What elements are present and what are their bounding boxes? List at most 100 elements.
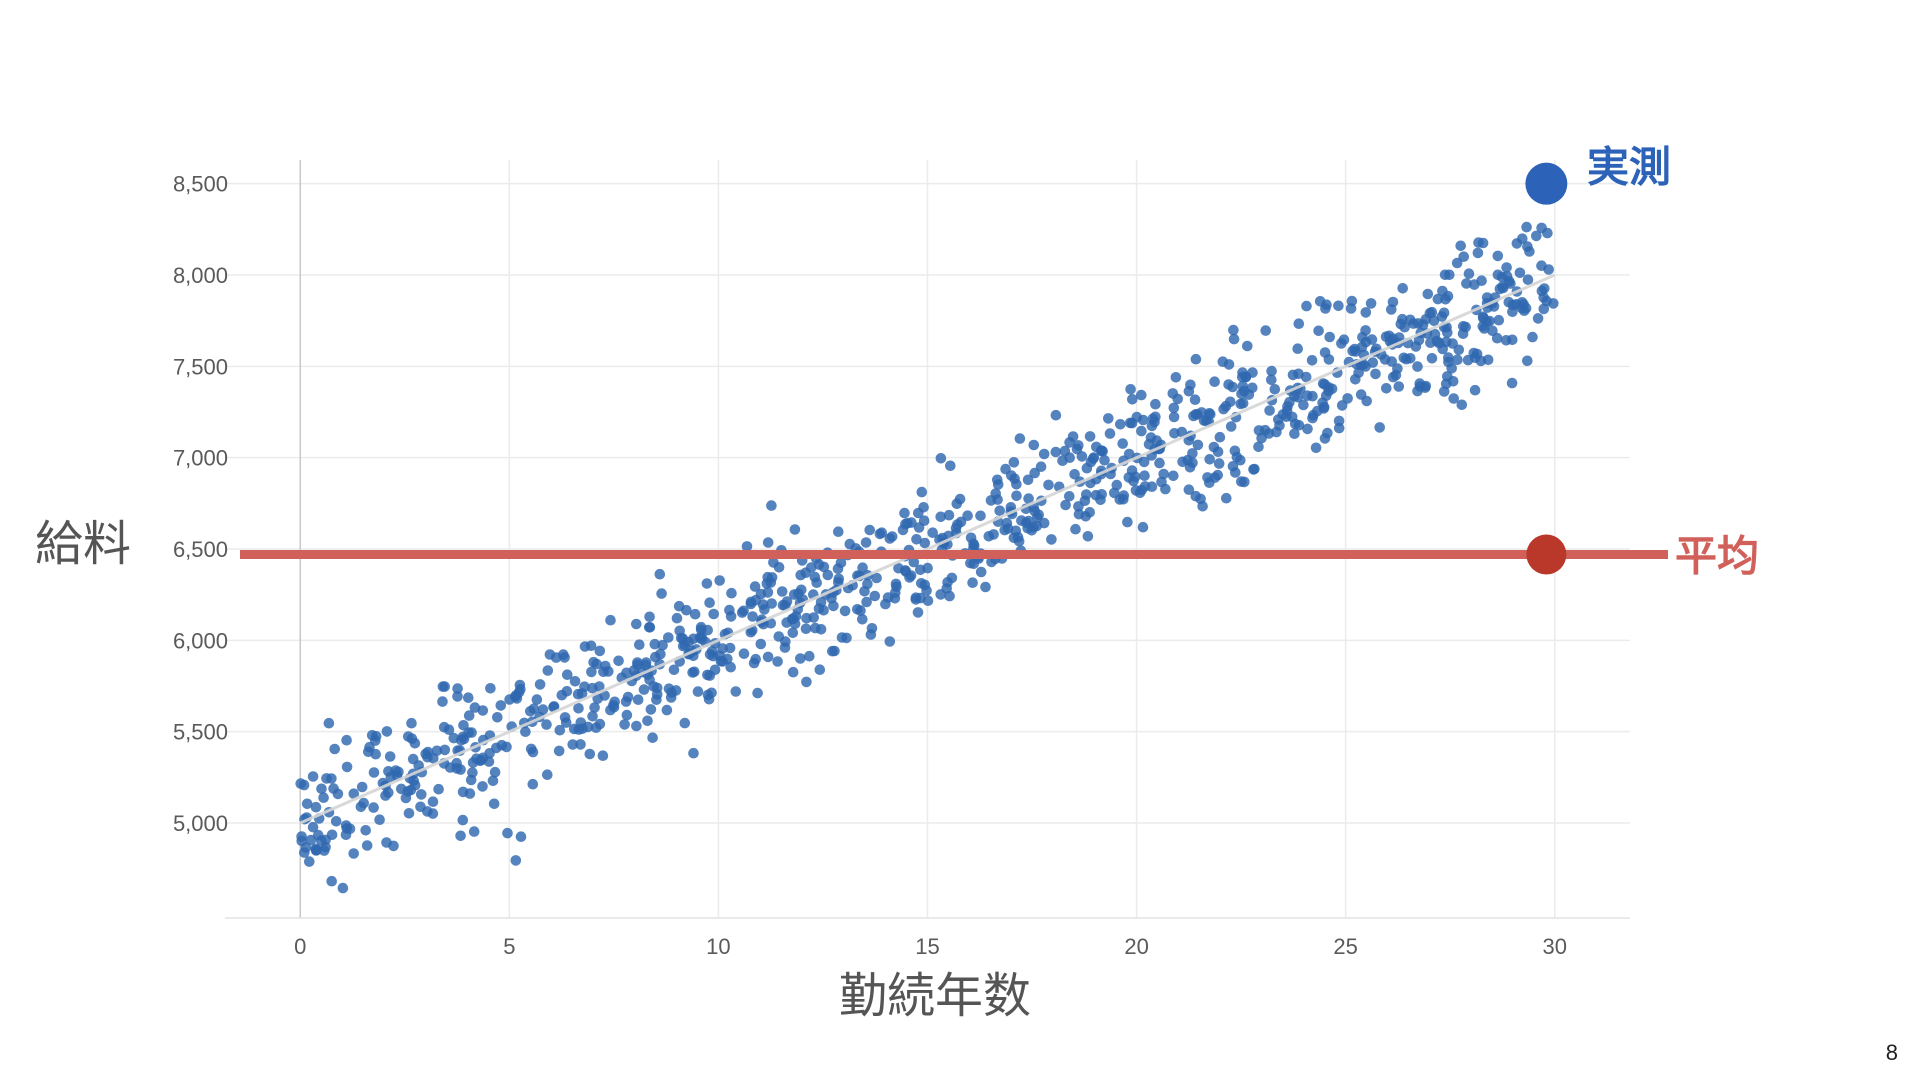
data-point [594,718,606,730]
data-point [1035,461,1047,473]
data-point [1204,408,1215,419]
data-point [800,567,812,578]
data-point [725,661,736,673]
data-point [1451,257,1463,269]
data-point [795,653,806,664]
data-point [632,694,644,705]
data-point [1475,355,1487,367]
data-point [1324,331,1335,343]
data-point [1183,385,1195,397]
data-point [1109,487,1120,499]
data-point [620,696,632,707]
data-point [943,509,955,521]
data-point [1031,520,1043,532]
data-point [1057,455,1068,467]
data-point [1011,479,1022,490]
data-point [801,676,812,688]
data-point [674,625,685,637]
data-point [788,613,799,625]
data-point [1497,281,1508,292]
actual-marker [1525,162,1568,205]
data-point [827,645,838,657]
data-point [1190,490,1202,502]
data-point [762,651,774,663]
data-point [573,703,584,714]
data-point [779,642,791,653]
data-point [814,664,826,675]
y-tick-label: 6,500 [173,537,228,562]
data-point [648,681,659,692]
data-point [585,640,597,652]
data-point [452,683,463,694]
data-point [833,573,845,585]
data-point [330,816,342,827]
data-point [542,769,553,780]
data-point [1452,354,1463,366]
data-point [994,505,1005,516]
mean-marker [1526,534,1567,575]
trend-line [299,273,1556,825]
data-point [1458,321,1469,332]
data-point [634,639,645,650]
data-point [804,650,815,662]
data-point [1487,325,1498,337]
data-point [1514,267,1526,279]
data-point [360,825,372,836]
data-point [1187,457,1198,469]
data-point [1292,343,1303,355]
data-point [1367,357,1379,368]
data-point [913,507,924,519]
data-point [1289,428,1300,440]
data-point [1281,411,1292,423]
data-point [400,792,412,804]
data-point [1126,465,1138,476]
data-point [911,534,922,545]
data-point [560,717,572,728]
data-point [1413,334,1425,346]
data-point [554,724,566,736]
data-point [730,686,742,697]
data-point [1225,396,1236,408]
data-point [487,775,499,787]
data-point [534,679,546,690]
data-point [1319,347,1331,358]
data-point [1300,371,1312,383]
data-point [893,563,904,574]
data-point [1456,399,1468,411]
data-point [673,600,685,612]
data-point [813,603,825,614]
data-point [857,614,868,625]
data-point [1192,409,1203,420]
data-point [927,527,938,538]
data-point [1227,381,1238,393]
data-point [1168,402,1180,414]
data-point [670,685,682,696]
tick-labels: 0 5 10 15 20 25 30 5,000 5,500 6,000 6,500 7,000 7,5… [173,172,1567,959]
data-point [954,493,966,505]
data-point [1230,467,1241,478]
data-point [755,588,767,600]
data-point [1023,493,1034,504]
data-point [381,726,393,737]
data-point [384,751,396,762]
data-point [348,788,360,799]
data-point [1501,262,1512,273]
data-point [1247,382,1258,394]
data-point [745,596,757,608]
data-point [945,460,956,472]
data-point [861,596,872,608]
data-point [326,875,338,887]
data-point [880,598,891,610]
data-point [822,569,834,581]
data-point [1143,438,1155,450]
data-point [341,761,353,773]
data-point [642,715,653,727]
data-point [800,623,812,635]
data-point [1091,441,1102,453]
data-point [1381,383,1392,394]
data-point [897,524,909,536]
data-point [1401,353,1412,365]
actual-label: 実測 [1587,143,1671,192]
data-point [463,692,474,703]
data-point [439,744,451,756]
